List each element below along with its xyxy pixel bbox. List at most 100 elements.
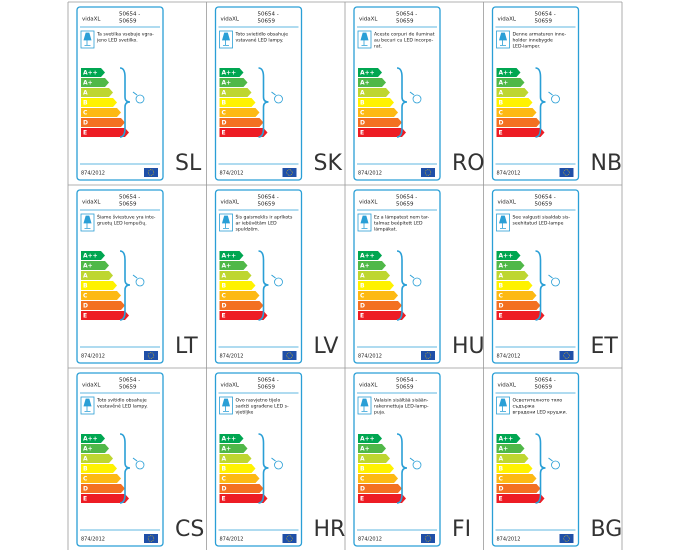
model: 50659: [119, 202, 137, 208]
class-bar: [81, 311, 129, 320]
class-bar: [358, 484, 402, 493]
brand: vidaXL: [498, 383, 517, 389]
bulb-icon: [135, 277, 145, 287]
regulation: 874/2012: [220, 354, 244, 360]
class-letter: A++: [83, 253, 98, 260]
class-letter: C: [499, 293, 504, 300]
class-letter: A: [222, 456, 227, 463]
description: talmaz beépített LED: [374, 220, 423, 227]
brand: vidaXL: [498, 200, 517, 206]
regulation: 874/2012: [81, 171, 105, 177]
bulb-icon: [274, 94, 283, 104]
class-letter: E: [499, 313, 503, 320]
brace: [535, 250, 546, 321]
class-letter: E: [83, 313, 87, 320]
bulb-base: [548, 457, 553, 462]
energy-label: vidaXL 50654 -50659 See valgusti sisaldab …: [491, 189, 618, 364]
class-letter: D: [83, 303, 88, 310]
description: vestavěné LED lampy.: [97, 403, 148, 410]
eu-flag: [559, 534, 574, 543]
class-bar: [358, 68, 382, 77]
eu-stars: [424, 535, 432, 542]
class-bar: [358, 301, 402, 310]
regulation: 874/2012: [358, 537, 382, 543]
eu-flag: [559, 351, 574, 360]
class-letter: D: [360, 303, 365, 310]
bulb-icon: [551, 94, 560, 104]
class-bar: [219, 261, 248, 270]
class-letter: A+: [499, 446, 509, 453]
class-bar: [81, 281, 117, 290]
class-letter: D: [499, 486, 504, 493]
class-bar: [81, 98, 117, 107]
brace: [535, 67, 546, 138]
description: Ez a lámpatest nem tar-: [374, 214, 430, 221]
model: 50659: [535, 385, 553, 391]
class-letter: A+: [83, 80, 93, 87]
regulation: 874/2012: [497, 354, 521, 360]
eu-stars: [147, 535, 155, 542]
class-bar: [219, 98, 256, 107]
description: rakennettuja LED-lamp-: [374, 404, 429, 410]
regulation: 874/2012: [81, 537, 105, 543]
class-bar: [81, 128, 129, 137]
class-letter: E: [222, 496, 226, 503]
class-letter: A+: [360, 263, 370, 270]
class-letter: E: [360, 313, 364, 320]
class-letter: D: [499, 303, 504, 310]
bulb-base: [132, 91, 138, 96]
model: 50654 -: [258, 195, 279, 201]
eu-flag: [282, 168, 297, 177]
eu-stars: [563, 352, 570, 359]
class-bar: [81, 474, 121, 483]
class-bar: [81, 301, 125, 310]
regulation: 874/2012: [358, 354, 382, 360]
class-bar: [81, 88, 113, 97]
lamp-icon: [83, 32, 92, 46]
language-code: SL: [175, 151, 202, 176]
language-code: CS: [175, 517, 204, 542]
class-bar: [496, 118, 541, 127]
description: Šiame šviestuve yra inte-: [97, 214, 156, 221]
brand: vidaXL: [359, 383, 378, 389]
class-letter: E: [360, 496, 364, 503]
class-letter: A: [222, 273, 227, 280]
description: rat.: [374, 44, 382, 50]
class-letter: D: [83, 120, 88, 127]
lamp-icon: [83, 215, 92, 229]
class-bar: [358, 118, 402, 127]
eu-flag: [421, 168, 435, 177]
model: 50659: [396, 202, 414, 208]
energy-label: vidaXL 50654 -50659 Aceste corpuri de ilum…: [353, 6, 485, 181]
description: sadrži ugrađene LED s-: [236, 403, 289, 410]
description: gruotų LED lempučių.: [97, 220, 147, 227]
description: vstavané LED lampy.: [236, 37, 284, 44]
energy-label: vidaXL 50654 -50659 Ez a lámpatest nem tar…: [353, 189, 485, 364]
class-bar: [496, 311, 545, 320]
class-bar: [81, 251, 105, 260]
energy-label: vidaXL 50654 -50659 Valaisin sisältää sisä…: [353, 372, 471, 547]
class-bar: [496, 474, 537, 483]
class-letter: A++: [360, 70, 375, 77]
model: 50659: [258, 202, 276, 208]
bulb-icon: [412, 94, 422, 104]
model: 50659: [535, 202, 553, 208]
class-letter: A++: [499, 253, 514, 260]
eu-flag: [144, 351, 158, 360]
bulb-base: [548, 91, 553, 96]
brand: vidaXL: [498, 17, 517, 23]
bulb-base: [132, 274, 138, 279]
class-bar: [81, 454, 113, 463]
energy-label: vidaXL 50654 -50659 Осветителното тялосъдъ…: [491, 372, 622, 547]
class-letter: B: [222, 466, 227, 473]
energy-label: vidaXL 50654 -50659 Toto svietidlo obsahuj…: [214, 6, 342, 181]
class-bar: [496, 98, 533, 107]
lamp-icon: [360, 32, 369, 46]
brand: vidaXL: [359, 17, 378, 23]
brace: [258, 433, 269, 504]
bulb-base: [409, 91, 415, 96]
regulation: 874/2012: [497, 171, 521, 177]
class-letter: B: [222, 283, 227, 290]
description: Toto svítidlo obsahuje: [96, 397, 147, 404]
description: Denne armaturen inne-: [513, 32, 567, 38]
